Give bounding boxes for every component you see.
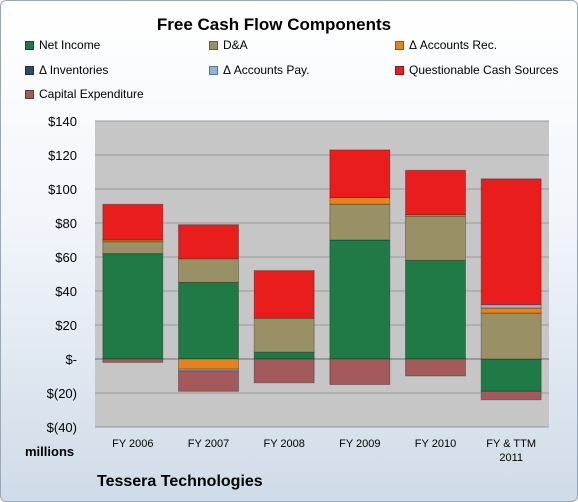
bar-segment-capital-expenditure — [329, 358, 391, 385]
legend-item: Net Income — [25, 38, 100, 52]
legend-item: Questionable Cash Sources — [395, 63, 558, 77]
bar-segment-capital-expenditure — [480, 390, 542, 401]
bar-segment-questionable-cash-sources — [178, 224, 239, 260]
bar-segment-capital-expenditure — [253, 358, 315, 384]
legend-swatch — [25, 65, 34, 75]
bar-segment-questionable-cash-sources — [102, 203, 164, 241]
legend-swatch — [209, 65, 218, 75]
legend-item: Capital Expenditure — [25, 87, 144, 101]
legend-item: D&A — [209, 38, 248, 52]
bar-segment-net-income — [405, 259, 466, 360]
legend-label: Net Income — [39, 38, 101, 52]
y-tick-label: $40 — [55, 284, 77, 299]
y-tick-label: $60 — [55, 250, 77, 265]
bar-segment-net-income — [178, 282, 239, 360]
legend-swatch — [209, 40, 218, 50]
y-tick-label: $20 — [55, 318, 77, 333]
legend-swatch — [395, 65, 404, 75]
legend-item: Δ Accounts Pay. — [209, 63, 310, 77]
legend-label: Questionable Cash Sources — [409, 63, 559, 77]
y-tick-label: $80 — [55, 216, 77, 231]
x-tick-label: FY 2007 — [188, 438, 229, 450]
y-tick-label: $(20) — [47, 386, 77, 401]
y-tick-label: $- — [65, 352, 77, 367]
units-label: millions — [25, 444, 75, 459]
legend-label: Δ Inventories — [39, 63, 109, 77]
legend-item: Δ Accounts Rec. — [395, 38, 497, 52]
bar-segment-net-income — [253, 351, 315, 360]
company-name: Tessera Technologies — [97, 473, 263, 490]
bar-segment-capital-expenditure — [405, 358, 466, 377]
chart-title: Free Cash Flow Components — [156, 15, 392, 34]
y-tick-label: $140 — [48, 114, 77, 129]
bar-segment-net-income — [329, 239, 391, 360]
y-tick-label: $100 — [48, 182, 77, 197]
bar-segment-d-a — [329, 203, 391, 241]
bar-segment-accounts-pay — [480, 304, 542, 309]
legend-swatch — [25, 40, 34, 50]
bar-segment-d-a — [178, 258, 239, 284]
bar-segment-questionable-cash-sources — [480, 178, 542, 306]
bar-segment-d-a — [405, 215, 466, 261]
bar-segment-accounts-rec — [329, 197, 391, 205]
bar-segment-questionable-cash-sources — [253, 270, 315, 319]
y-tick-label: $120 — [48, 148, 77, 163]
legend-swatch — [395, 40, 404, 50]
bar-segment-d-a — [253, 317, 315, 353]
legend-label: Capital Expenditure — [39, 87, 144, 101]
x-tick-label: FY 2010 — [415, 438, 456, 450]
x-tick-label: FY 2008 — [263, 438, 304, 450]
x-tick-label: 2011 — [499, 452, 523, 464]
bar-segment-capital-expenditure — [178, 370, 239, 392]
legend-label: Δ Accounts Rec. — [409, 38, 498, 52]
chart-legend: Net Income D&A Δ Accounts Rec. Δ Inventorie… — [1, 1, 577, 111]
bar-segment-accounts-rec — [178, 358, 239, 370]
y-tick-label: $(40) — [47, 420, 77, 435]
bar-segment-questionable-cash-sources — [405, 169, 466, 216]
bar-segment-net-income — [102, 253, 164, 360]
legend-item: Δ Inventories — [25, 63, 108, 77]
bar-segment-questionable-cash-sources — [329, 149, 391, 198]
legend-swatch — [25, 89, 34, 99]
bar-segment-accounts-rec — [480, 307, 542, 314]
plot-area — [95, 121, 549, 427]
legend-label: D&A — [223, 38, 248, 52]
bar-segment-d-a — [102, 241, 164, 255]
x-tick-label: FY & TTM — [486, 438, 536, 450]
x-tick-label: FY 2009 — [339, 438, 380, 450]
x-tick-label: FY 2006 — [112, 438, 153, 450]
bar-segment-capital-expenditure — [102, 358, 164, 363]
bar-segment-d-a — [480, 312, 542, 360]
bar-segment-net-income — [480, 358, 542, 392]
legend-label: Δ Accounts Pay. — [223, 63, 310, 77]
